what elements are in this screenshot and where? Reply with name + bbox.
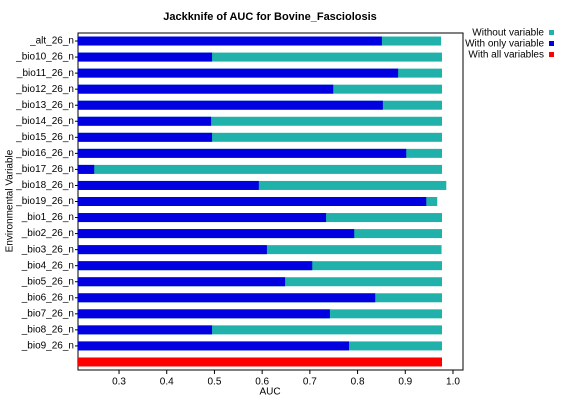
y-tick-label: _bio15_26_n — [15, 132, 74, 143]
bar — [78, 84, 334, 94]
legend-label: Without variable — [472, 28, 544, 39]
y-tick-label: _bio11_26_n — [16, 68, 74, 79]
x-tick-label: 0.5 — [207, 377, 221, 388]
y-tick-label: _bio14_26_n — [15, 116, 74, 127]
bar — [78, 325, 213, 335]
bar — [78, 132, 443, 142]
bar — [78, 197, 427, 206]
x-tick-label: 0.4 — [160, 377, 174, 388]
bar — [78, 164, 443, 174]
bar — [78, 100, 383, 110]
y-axis-label: Environmental Variable — [5, 149, 16, 252]
bar — [78, 116, 212, 126]
x-tick-label: 0.7 — [303, 377, 317, 388]
bar — [78, 229, 355, 239]
bar — [78, 293, 376, 303]
bar — [78, 180, 259, 190]
legend-swatch — [549, 52, 554, 57]
y-tick-label: _bio16_26_n — [15, 148, 74, 159]
y-tick-label: _bio4_26_n — [21, 260, 74, 271]
bar — [78, 357, 443, 367]
x-tick-label: 0.8 — [351, 377, 365, 388]
bar — [78, 68, 399, 78]
bar — [78, 213, 327, 223]
bar — [78, 277, 286, 287]
legend-swatch — [549, 41, 554, 46]
x-tick-label: 0.6 — [255, 377, 269, 388]
bar — [78, 132, 213, 142]
y-tick-label: _bio10_26_n — [15, 52, 74, 63]
legend-swatch — [549, 30, 554, 35]
y-tick-label: _bio19_26_n — [15, 196, 74, 207]
bar — [78, 341, 349, 351]
bar — [78, 325, 443, 335]
y-tick-label: _bio8_26_n — [21, 325, 74, 336]
bar — [78, 148, 407, 158]
y-tick-label: _bio9_26_n — [21, 341, 74, 352]
bar — [78, 164, 95, 174]
y-tick-label: _bio13_26_n — [15, 100, 74, 111]
legend-label: With only variable — [465, 39, 544, 50]
y-tick-label: _bio1_26_n — [21, 212, 74, 223]
y-tick-label: _alt_26_n — [29, 36, 74, 47]
bar — [78, 116, 443, 126]
legend-label: With all variables — [468, 50, 544, 61]
y-tick-label: _bio12_26_n — [15, 84, 74, 95]
y-tick-label: _bio6_26_n — [21, 292, 74, 303]
y-tick-label: _bio2_26_n — [21, 228, 74, 239]
bar — [78, 245, 267, 255]
bar — [78, 261, 313, 271]
x-axis-label: AUC — [259, 387, 280, 398]
x-tick-label: 1.0 — [446, 377, 460, 388]
x-tick-label: 0.9 — [398, 377, 412, 388]
bar — [78, 52, 443, 62]
bar — [78, 52, 213, 62]
y-tick-label: _bio18_26_n — [15, 180, 74, 191]
bar — [78, 180, 447, 190]
bar — [78, 309, 330, 319]
y-tick-label: _bio5_26_n — [21, 276, 74, 287]
bar — [78, 36, 382, 46]
y-tick-label: _bio7_26_n — [21, 308, 74, 319]
x-tick-label: 0.3 — [112, 377, 126, 388]
chart-title: Jackknife of AUC for Bovine_Fasciolosis — [163, 11, 377, 23]
y-tick-label: _bio17_26_n — [15, 164, 74, 175]
y-tick-label: _bio3_26_n — [21, 244, 74, 255]
